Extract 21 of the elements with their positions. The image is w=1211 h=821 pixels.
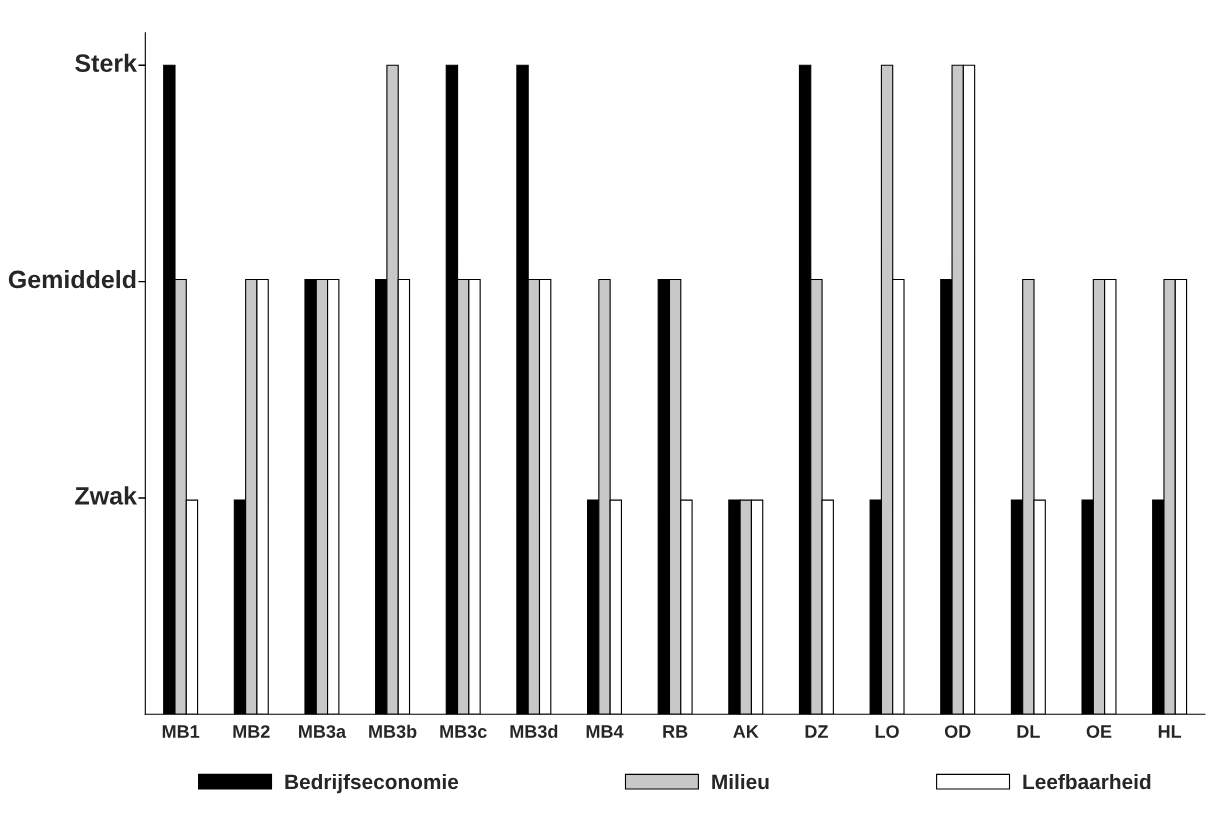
x-tick-label: MB3d	[510, 724, 558, 738]
x-tick-label: RB	[663, 725, 688, 738]
x-tick-label: MB4	[586, 725, 624, 738]
x-tick-label: MB3c	[440, 725, 487, 738]
text: Sterk	[75, 53, 138, 72]
x-tick-label: MB3b	[369, 724, 417, 738]
x-tick-label: DL	[1017, 725, 1040, 738]
x-tick-label: DZ	[805, 725, 828, 738]
x-tick-label: OD	[944, 725, 971, 738]
x-tick-label: OE	[1086, 725, 1112, 738]
x-tick-label: AK	[733, 725, 759, 738]
x-tick-label: MB2	[233, 725, 270, 738]
x-tick-label: HL	[1158, 725, 1182, 738]
legend-label: Bedrijfseconomie	[285, 773, 459, 794]
x-tick-label: LO	[875, 725, 899, 738]
text: Gemiddeld	[8, 269, 136, 289]
x-tick-label: MB3a	[299, 725, 347, 738]
legend-label: Milieu	[712, 773, 769, 790]
legend-label: Leefbaarheid	[1023, 773, 1151, 790]
text: Zwak	[75, 486, 138, 505]
x-tick-label: MB1	[162, 725, 200, 738]
